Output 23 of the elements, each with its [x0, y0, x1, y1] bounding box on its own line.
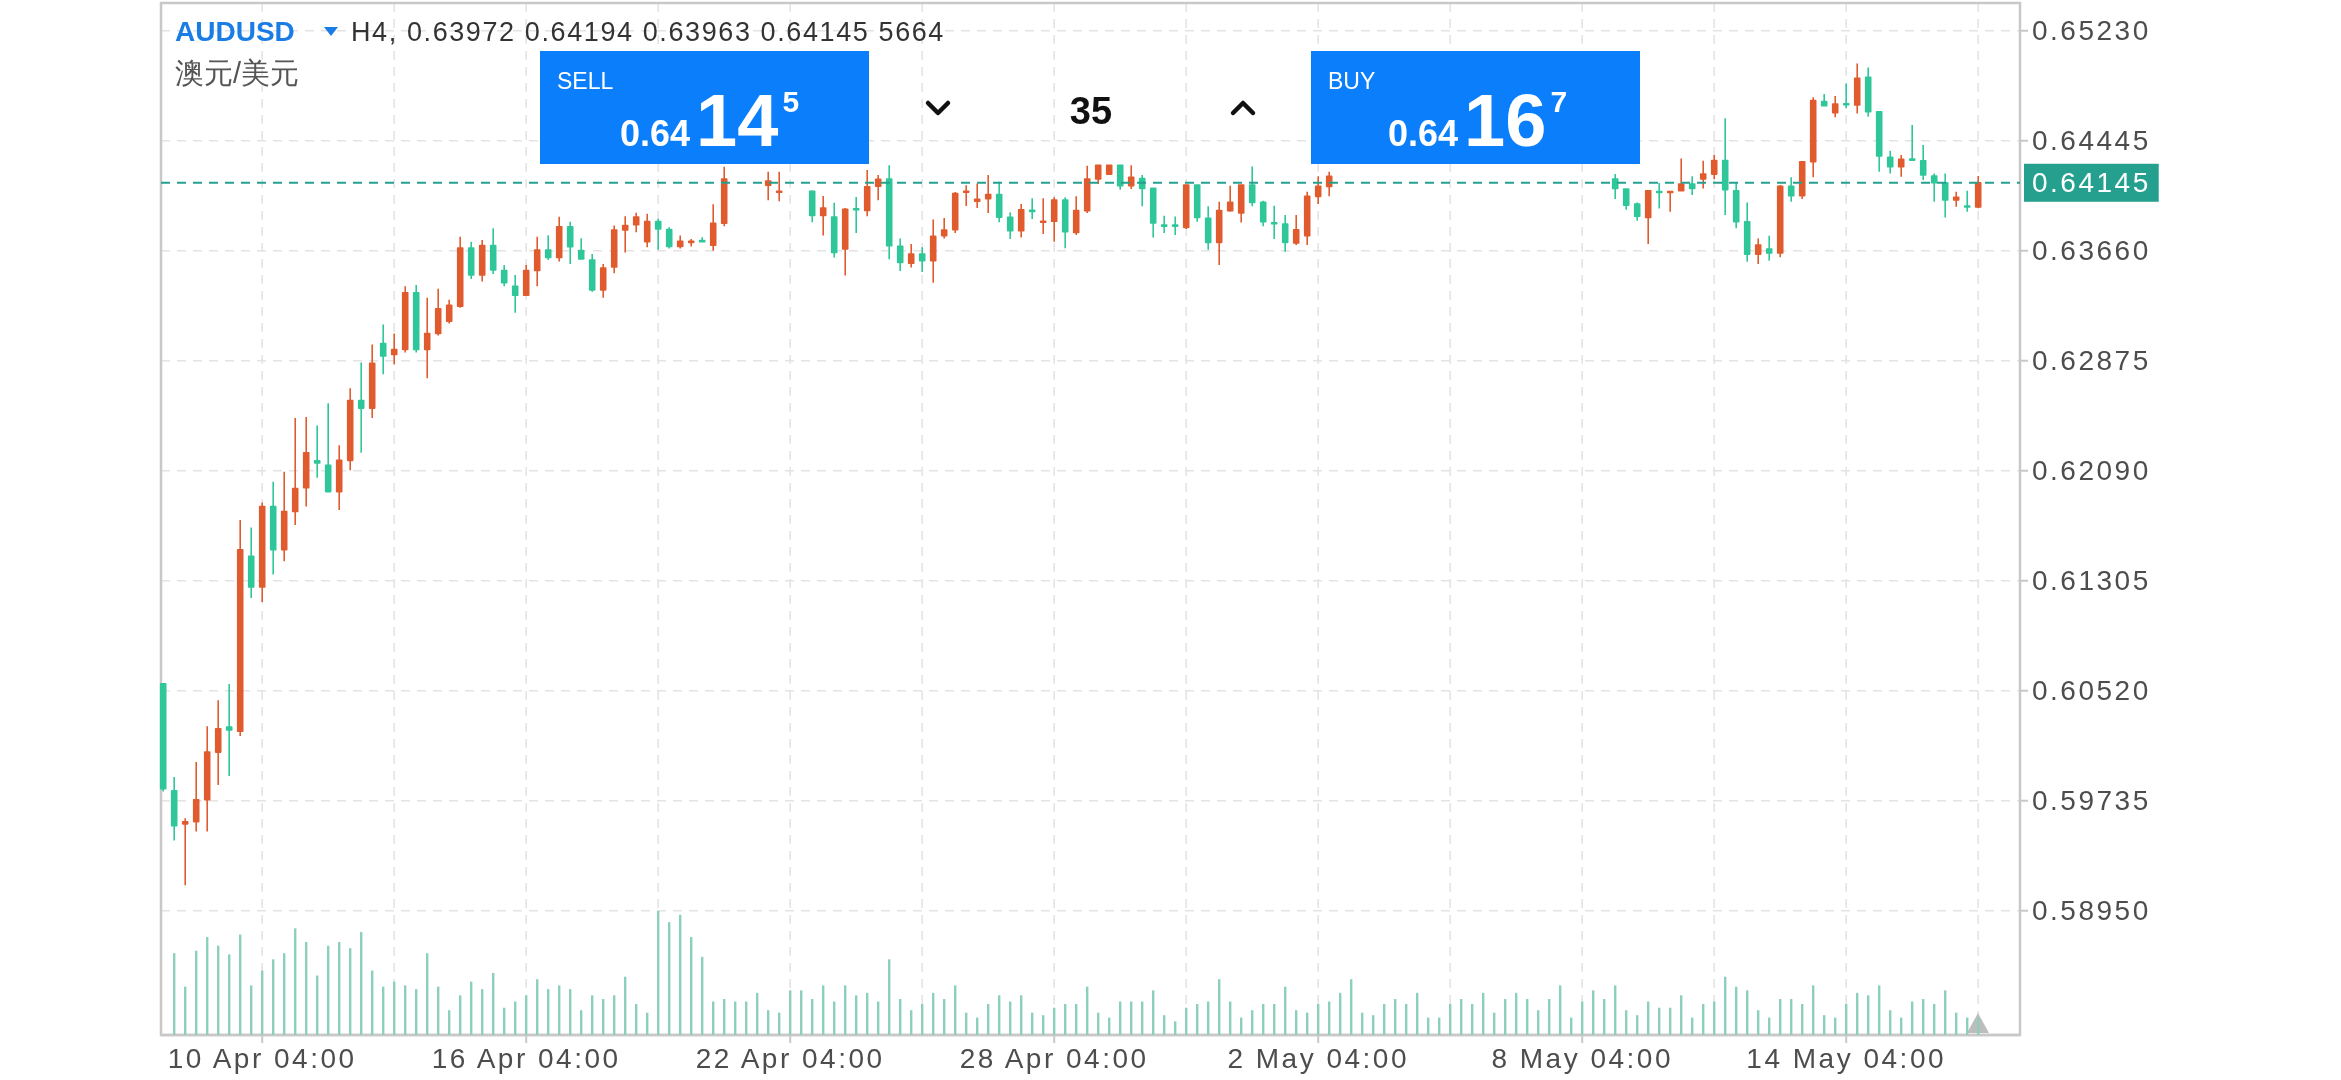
- ref-line-label: 0.64145: [2032, 167, 2151, 199]
- x-tick-label: 22 Apr 04:00: [695, 1043, 885, 1074]
- x-tick-label: 14 May 04:00: [1746, 1043, 1947, 1074]
- y-tick-label: 0.62090: [2032, 455, 2151, 487]
- y-tick-label: 0.62875: [2032, 345, 2151, 377]
- y-tick-label: 0.64445: [2032, 125, 2151, 157]
- y-tick-label: 0.60520: [2032, 675, 2151, 707]
- x-tick-label: 10 Apr 04:00: [167, 1043, 357, 1074]
- y-tick-label: 0.61305: [2032, 565, 2151, 597]
- annotation: BUY: [1328, 68, 1376, 94]
- y-tick-label: 0.58950: [2032, 895, 2151, 927]
- annotation: SELL: [557, 68, 614, 94]
- text: 澳元/美元: [175, 57, 300, 89]
- annotation: H4, 0.63972 0.64194 0.63963 0.64145 5664: [351, 17, 945, 47]
- y-tick-label: 0.65230: [2032, 15, 2151, 47]
- x-tick-label: 8 May 04:00: [1491, 1043, 1673, 1074]
- text: AUDUSD: [175, 16, 295, 47]
- y-tick-label: 0.59735: [2032, 785, 2151, 817]
- x-tick-label: 16 Apr 04:00: [431, 1043, 621, 1074]
- y-tick-label: 0.63660: [2032, 235, 2151, 267]
- x-tick-label: 28 Apr 04:00: [959, 1043, 1149, 1074]
- x-tick-label: 2 May 04:00: [1227, 1043, 1409, 1074]
- annotation: 35: [1069, 90, 1113, 132]
